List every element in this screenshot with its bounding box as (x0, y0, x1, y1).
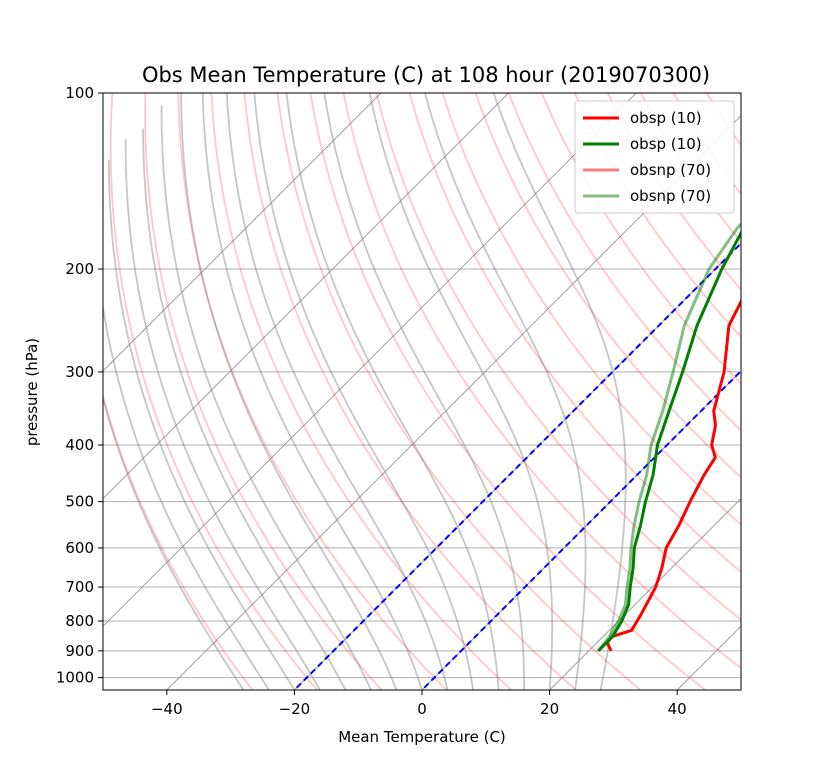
dry-adiabat-line (276, 93, 643, 690)
dry-adiabat-line (144, 93, 384, 690)
legend-box (574, 100, 735, 214)
dry-adiabat-line (309, 93, 707, 690)
moist-adiabat-line (253, 93, 474, 690)
moist-adiabat-line (201, 93, 423, 690)
moist-adiabat-line (124, 139, 321, 690)
isotherm-line (293, 242, 741, 690)
legend-label: obsp (10) (630, 109, 702, 127)
x-tick-label: 40 (668, 700, 687, 718)
profile-series (597, 222, 741, 652)
dry-adiabat-line (573, 93, 741, 338)
x-tick-label: 0 (417, 700, 427, 718)
moist-adiabat-line (142, 128, 347, 690)
y-axis-ticks: 1000 900 800 700 600 500 400 300 200 100 (56, 84, 103, 687)
y-tick-label: 600 (65, 539, 94, 557)
isotherm-line (421, 370, 741, 690)
dry-adiabats (103, 93, 741, 690)
moist-adiabat-line (103, 302, 270, 690)
moist-adiabat-line (424, 93, 587, 690)
moist-adiabat-line (492, 93, 627, 690)
moist-adiabat-line (160, 105, 372, 690)
y-tick-label: 300 (65, 363, 94, 381)
legend-label: obsnp (70) (630, 161, 711, 179)
moist-adiabat-line (323, 93, 525, 690)
y-tick-label: 700 (65, 578, 94, 596)
x-axis-ticks: −40 −20 0 20 40 (151, 690, 687, 718)
dry-adiabat-line (408, 93, 741, 574)
moist-adiabat-line (103, 394, 245, 690)
isotherm-line (103, 93, 382, 372)
x-axis-label: Mean Temperature (C) (338, 728, 506, 746)
dry-adiabat-line (243, 93, 578, 690)
dry-adiabat-line (342, 93, 741, 670)
pressure-grid (103, 93, 741, 679)
legend: obsp (10) obsp (10) obsnp (70) obsnp (70) (574, 100, 735, 214)
series-line-0 (605, 298, 741, 652)
dry-adiabat-line (441, 93, 741, 526)
x-tick-label: −40 (151, 700, 183, 718)
series-line-3 (597, 222, 741, 652)
dry-adiabat-line (375, 93, 741, 622)
y-tick-label: 900 (65, 642, 94, 660)
y-tick-label: 400 (65, 436, 94, 454)
x-tick-label: 20 (540, 700, 559, 718)
y-tick-label: 500 (65, 493, 94, 511)
y-tick-label: 1000 (56, 669, 94, 687)
y-tick-label: 100 (65, 84, 94, 102)
moist-adiabats (103, 93, 627, 690)
y-tick-label: 800 (65, 612, 94, 630)
dry-adiabat-line (109, 93, 319, 690)
moist-adiabat-line (225, 93, 449, 690)
isotherm-line (103, 93, 637, 627)
legend-label: obsp (10) (630, 135, 702, 153)
isotherm-line (548, 497, 741, 690)
dry-adiabat-line (103, 392, 254, 690)
dry-adiabat-line (177, 93, 448, 690)
moist-adiabat-line (180, 93, 398, 690)
chart-title: Obs Mean Temperature (C) at 108 hour (20… (142, 63, 710, 87)
x-tick-label: −20 (279, 700, 311, 718)
series-line-1 (597, 229, 741, 652)
moist-adiabat-line (368, 93, 554, 690)
moist-adiabat-line (108, 159, 296, 690)
y-tick-label: 200 (65, 260, 94, 278)
legend-label: obsnp (70) (630, 187, 711, 205)
moist-adiabat-line (285, 93, 500, 690)
y-axis-label: pressure (hPa) (23, 338, 41, 446)
plot-area (103, 93, 741, 690)
dry-adiabat-line (210, 93, 513, 690)
dry-adiabat-line (474, 93, 741, 479)
isotherm-line (103, 93, 510, 500)
